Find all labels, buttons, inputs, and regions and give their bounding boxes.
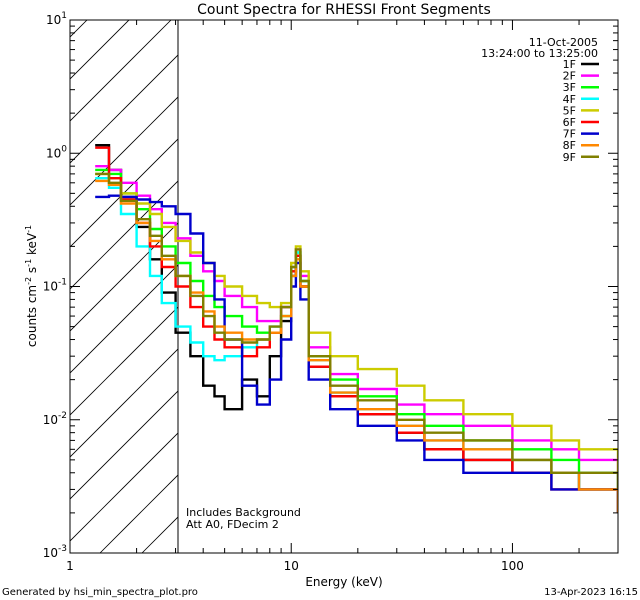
date-label: 11-Oct-2005 [529, 36, 598, 49]
y-tick-label: 10-2 [43, 411, 67, 427]
hatch-line [70, 20, 172, 122]
series-line-4F [95, 177, 618, 513]
x-tick-label: 100 [501, 559, 524, 573]
legend-label-3F: 3F [563, 81, 576, 94]
series-line-6F [95, 146, 618, 513]
axis-ticks [69, 19, 619, 554]
hatch-line [70, 306, 178, 416]
series-line-9F [95, 172, 618, 490]
y-axis-label: counts cm-2 s-1 keV-1 [24, 225, 39, 347]
hatch-line [70, 264, 178, 374]
footer-generated-by: Generated by hsi_min_spectra_plot.pro [2, 587, 198, 598]
y-label-exp1: -2 [24, 277, 33, 285]
y-tick-label: 100 [46, 144, 67, 160]
legend-label-1F: 1F [563, 58, 576, 71]
hatch-line [70, 222, 178, 332]
y-label-tail: keV [25, 232, 39, 259]
series-line-5F [95, 172, 618, 473]
hatch-line [70, 390, 178, 500]
x-tick-label: 10 [284, 559, 299, 573]
series-line-8F [95, 179, 618, 513]
legend-label-9F: 9F [563, 151, 576, 164]
legend-label-2F: 2F [563, 70, 576, 83]
hatch-line [70, 20, 130, 80]
hatch-line [70, 20, 88, 38]
y-tick-label: 10-1 [43, 278, 67, 294]
x-axis-label: Energy (keV) [305, 575, 382, 589]
hatch-line [70, 180, 178, 290]
y-tick-label: 10-3 [43, 544, 67, 560]
legend-label-7F: 7F [563, 128, 576, 141]
annotation-attenuator: Att A0, FDecim 2 [186, 518, 279, 531]
series-line-7F [95, 194, 618, 513]
hatched-region [70, 0, 640, 553]
y-label-exp2: -1 [24, 259, 33, 267]
y-label-main: counts cm [25, 285, 39, 347]
legend-label-4F: 4F [563, 93, 576, 106]
legend-label-5F: 5F [563, 104, 576, 117]
series-line-1F [95, 144, 618, 513]
x-tick-label: 1 [66, 559, 74, 573]
footer-timestamp: 13-Apr-2023 16:15 [544, 587, 638, 598]
chart-title: Count Spectra for RHESSI Front Segments [197, 2, 491, 18]
hatch-line [70, 432, 178, 542]
y-tick-label: 101 [46, 11, 67, 27]
series-line-2F [95, 165, 618, 490]
legend-label-6F: 6F [563, 116, 576, 129]
y-label-mid: s [25, 267, 39, 277]
annotation-background: Includes Background [186, 506, 301, 519]
legend-label-8F: 8F [563, 139, 576, 152]
y-label-exp3: -1 [24, 225, 33, 233]
hatch-line [70, 54, 178, 164]
hatch-line [70, 348, 178, 458]
time-range-label: 13:24:00 to 13:25:00 [481, 47, 598, 60]
hatch-line [268, 0, 640, 553]
